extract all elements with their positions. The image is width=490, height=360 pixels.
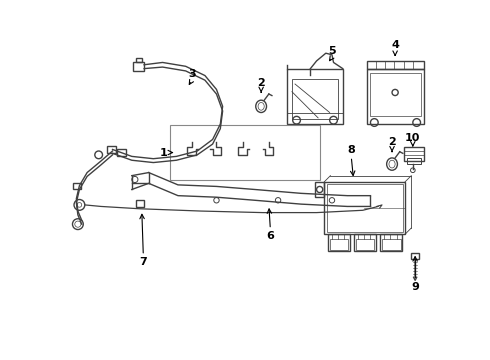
- Text: 6: 6: [267, 231, 274, 241]
- Bar: [324, 182, 405, 234]
- Bar: [367, 69, 424, 124]
- Bar: [367, 61, 424, 69]
- Bar: [287, 69, 343, 124]
- Text: 9: 9: [411, 282, 419, 292]
- Text: 10: 10: [405, 133, 420, 143]
- Text: 3: 3: [188, 69, 196, 78]
- Bar: [107, 147, 117, 153]
- Bar: [327, 184, 403, 232]
- Bar: [356, 239, 374, 249]
- Bar: [354, 234, 376, 251]
- Bar: [407, 158, 420, 164]
- Bar: [292, 80, 338, 120]
- Text: 2: 2: [257, 78, 265, 88]
- Text: 2: 2: [388, 137, 396, 147]
- Text: 1: 1: [159, 148, 167, 158]
- Bar: [315, 182, 324, 197]
- Bar: [370, 73, 421, 116]
- Text: 4: 4: [391, 40, 399, 50]
- Bar: [411, 253, 419, 259]
- Text: 7: 7: [140, 257, 147, 267]
- Text: 5: 5: [328, 45, 336, 55]
- Bar: [136, 58, 142, 62]
- Bar: [328, 234, 350, 251]
- Bar: [117, 149, 126, 156]
- Bar: [74, 183, 81, 189]
- Bar: [382, 239, 400, 249]
- Bar: [171, 125, 320, 180]
- Bar: [330, 239, 348, 249]
- Bar: [404, 147, 423, 161]
- Text: 8: 8: [347, 145, 355, 155]
- Bar: [381, 234, 402, 251]
- Bar: [136, 200, 144, 207]
- Bar: [133, 62, 144, 71]
